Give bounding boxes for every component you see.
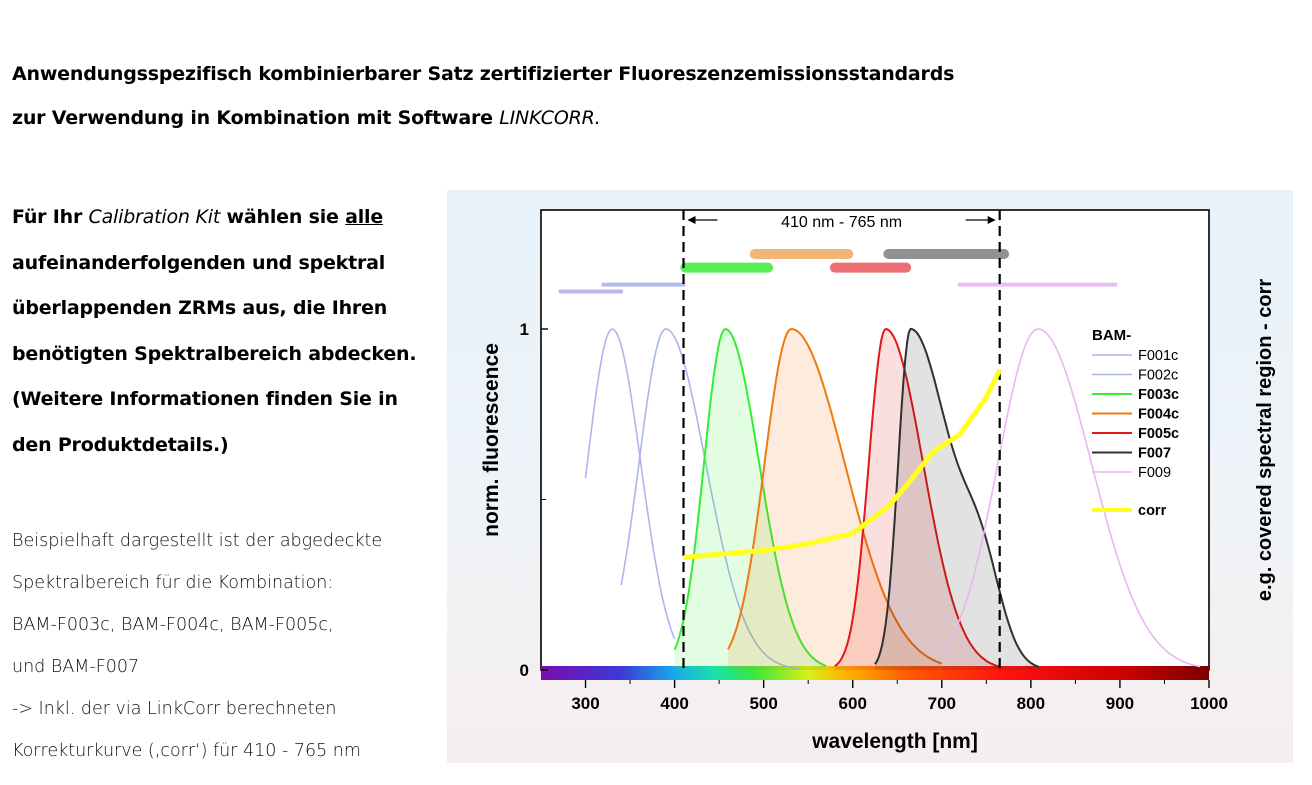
legend-label-f004c: F004c (1138, 407, 1179, 423)
legend-label-f003c: F003c (1138, 387, 1179, 403)
lead-text: wählen sie (220, 206, 346, 228)
range-label: 410 nm - 765 nm (781, 214, 902, 231)
legend-label-corr: corr (1138, 503, 1167, 519)
lead-line-5: (Weitere Informationen finden Sie in (12, 388, 398, 411)
lead-line-6: den Produktdetails.) (12, 433, 229, 456)
title-line-1: Anwendungsspezifisch kombinierbarer Satz… (12, 63, 955, 85)
x-axis-label: wavelength [nm] (811, 730, 978, 753)
note-line-1: Beispielhaft dargestellt ist der abgedec… (12, 531, 383, 551)
lead-line-2: aufeinanderfolgenden und spektral (12, 251, 386, 274)
x-tick-label: 500 (749, 694, 777, 713)
legend-title: BAM- (1092, 327, 1131, 344)
x-tick-label: 400 (660, 694, 688, 713)
right-axis-label: e.g. covered spectral region - corr (1254, 279, 1276, 602)
x-tick-label: 800 (1017, 694, 1045, 713)
legend-label-f001c: F001c (1138, 348, 1178, 364)
title-line-2-prefix: zur Verwendung in Kombination mit Softwa… (12, 107, 500, 129)
lead-text: Für Ihr (12, 206, 89, 228)
corr-curve (683, 368, 1002, 560)
spectrum-line-f007 (874, 327, 1040, 668)
range-arrowhead-right (987, 216, 996, 224)
x-tick-label: 1000 (1190, 694, 1228, 713)
lead-line-4: benötigten Spektralbereich abdecken. (12, 342, 417, 365)
example-note: Beispielhaft dargestellt ist der abgedec… (12, 520, 442, 772)
note-line-4: und BAM-F007 (12, 657, 140, 677)
spectrum-band (541, 666, 1209, 680)
spectrum-fill-f007 (875, 328, 1040, 670)
spectrum-line-f009 (941, 328, 1201, 668)
y-axis-label: norm. fluorescence (480, 343, 503, 537)
lead-line-3: überlappenden ZRMs aus, die Ihren (12, 297, 388, 320)
underlined-word: alle (345, 206, 384, 228)
page-title: Anwendungsspezifisch kombinierbarer Satz… (12, 52, 954, 140)
legend-label-f009: F009 (1138, 465, 1171, 481)
legend-label-f007: F007 (1138, 446, 1171, 462)
x-tick-label: 700 (928, 694, 956, 713)
spectrum-fill-f003c (674, 329, 827, 670)
x-tick-label: 900 (1106, 694, 1134, 713)
spectrum-line-f001c (584, 328, 676, 640)
y-tick-label: 0 (520, 661, 529, 680)
software-name: LINKCORR. (499, 107, 601, 129)
title-line-2: zur Verwendung in Kombination mit Softwa… (12, 96, 954, 140)
legend-label-f002c: F002c (1138, 368, 1178, 384)
range-arrowhead-left (687, 216, 696, 224)
calibration-kit-term: Calibration Kit (88, 206, 221, 228)
lead-line-1: Für Ihr Calibration Kit wählen sie alle (12, 195, 442, 241)
note-line-5: -> Inkl. der via LinkCorr berechneten (12, 699, 337, 719)
legend-label-f005c: F005c (1138, 426, 1179, 442)
x-tick-label: 600 (839, 694, 867, 713)
spectrum-line-f005c (834, 328, 1005, 669)
note-line-6: Korrekturkurve (‚corr‘) für 410 - 765 nm (12, 741, 361, 761)
spectrum-line-f003c (673, 328, 827, 667)
note-line-2: Spektralbereich für die Kombination: (12, 573, 334, 593)
x-tick-label: 300 (571, 694, 599, 713)
spectrum-fill-f004c (728, 329, 942, 670)
spectrum-fill-f005c (834, 329, 1005, 670)
spectrum-line-f002c (620, 328, 800, 670)
note-line-3: BAM-F003c, BAM-F004c, BAM-F005c, (12, 615, 334, 635)
y-tick-label: 1 (520, 320, 529, 339)
lead-paragraph: Für Ihr Calibration Kit wählen sie alle … (12, 195, 442, 469)
spectrum-line-f004c (727, 327, 943, 665)
